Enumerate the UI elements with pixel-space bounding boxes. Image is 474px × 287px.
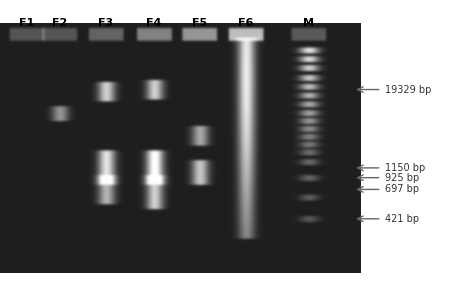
Text: 925 bp: 925 bp: [385, 173, 419, 183]
Text: 421 bp: 421 bp: [385, 214, 419, 224]
Text: F2: F2: [52, 18, 67, 28]
Text: F1: F1: [19, 18, 35, 28]
Text: F5: F5: [192, 18, 207, 28]
Text: F4: F4: [146, 18, 162, 28]
Text: M: M: [303, 18, 314, 28]
Text: F6: F6: [238, 18, 253, 28]
Text: F3: F3: [99, 18, 113, 28]
Text: 19329 bp: 19329 bp: [385, 85, 432, 94]
Text: 1150 bp: 1150 bp: [385, 163, 426, 173]
Text: 697 bp: 697 bp: [385, 185, 419, 194]
